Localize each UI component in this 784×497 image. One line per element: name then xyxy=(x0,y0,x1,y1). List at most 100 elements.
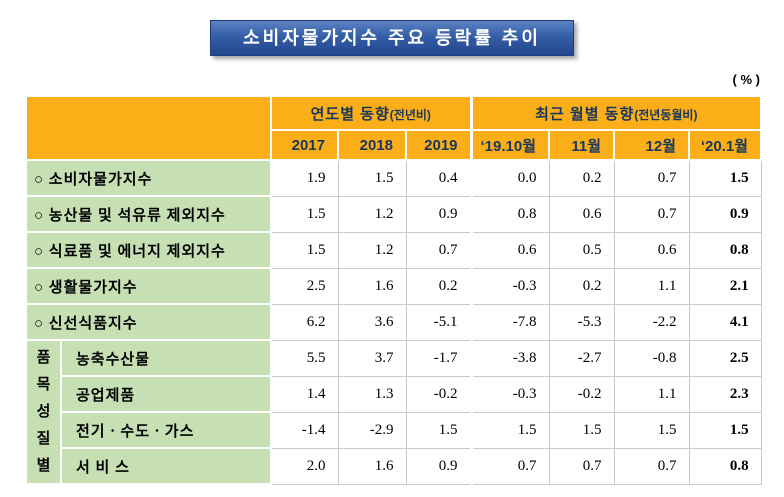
cell-value: 1.5 xyxy=(688,411,762,449)
col-header-12: 12월 xyxy=(613,129,691,161)
row-label: 공업제품 xyxy=(60,375,272,413)
col-header-2018: 2018 xyxy=(337,129,407,161)
col-header-19-10: ‘19.10월 xyxy=(469,129,551,161)
cell-value: 0.0 xyxy=(469,159,550,197)
cell-value: 0.2 xyxy=(548,159,615,197)
cell-value: -2.7 xyxy=(548,339,615,377)
table-row: ○ 식료품 및 에너지 제외지수 1.5 1.2 0.7 0.6 0.5 0.6… xyxy=(25,231,762,269)
cell-value: 1.5 xyxy=(270,231,339,269)
group-label-vertical: 품 목 성 질 별 xyxy=(25,339,62,485)
col-group-yearly-sub: (전년비) xyxy=(389,107,431,122)
col-header-2017: 2017 xyxy=(270,129,339,161)
cell-value: 2.5 xyxy=(688,339,762,377)
cell-value: -1.7 xyxy=(405,339,472,377)
cell-value: 3.6 xyxy=(337,303,407,341)
cell-value: 1.5 xyxy=(270,195,339,233)
cell-value: 1.4 xyxy=(270,375,339,413)
table-row: ○ 농산물 및 석유류 제외지수 1.5 1.2 0.9 0.8 0.6 0.7… xyxy=(25,195,762,233)
cell-value: 0.8 xyxy=(469,195,550,233)
cell-value: 0.9 xyxy=(405,447,472,485)
cell-value: -2.9 xyxy=(337,411,407,449)
col-group-monthly-label: 최근 월별 동향 xyxy=(535,105,635,123)
header-group-row: 연도별 동향(전년비) 최근 월별 동향(전년동월비) xyxy=(25,95,763,161)
cell-value: 1.5 xyxy=(469,411,550,449)
col-group-yearly: 연도별 동향(전년비) xyxy=(269,95,473,131)
cell-value: 1.2 xyxy=(337,195,407,233)
row-label: ○ 신선식품지수 xyxy=(25,303,272,341)
col-header-11: 11월 xyxy=(548,129,616,161)
cell-value: -0.2 xyxy=(548,375,615,413)
cell-value: 0.6 xyxy=(548,195,615,233)
cell-value: 1.6 xyxy=(337,267,407,305)
cell-value: 0.2 xyxy=(405,267,472,305)
cell-value: 1.3 xyxy=(337,375,407,413)
cell-value: -2.2 xyxy=(613,303,690,341)
row-label: ○ 소비자물가지수 xyxy=(25,159,272,197)
row-label: 서 비 스 xyxy=(60,447,272,485)
row-label: 농축수산물 xyxy=(60,339,272,377)
cell-value: 0.8 xyxy=(688,447,762,485)
cell-value: 1.5 xyxy=(405,411,472,449)
cell-value: 1.2 xyxy=(337,231,407,269)
cell-value: 0.7 xyxy=(548,447,615,485)
cpi-table: 연도별 동향(전년비) 최근 월별 동향(전년동월비) 2017 2018 20… xyxy=(25,95,763,485)
cell-value: 0.5 xyxy=(548,231,615,269)
cell-value: 1.5 xyxy=(688,159,762,197)
cell-value: 1.9 xyxy=(270,159,339,197)
cell-value: 5.5 xyxy=(270,339,339,377)
cell-value: 0.7 xyxy=(405,231,472,269)
cell-value: 1.5 xyxy=(613,411,690,449)
row-label: ○ 식료품 및 에너지 제외지수 xyxy=(25,231,272,269)
table-row: 전기ㆍ수도ㆍ가스 -1.4 -2.9 1.5 1.5 1.5 1.5 1.5 xyxy=(26,411,762,449)
cell-value: 2.0 xyxy=(270,447,339,485)
cell-value: 4.1 xyxy=(688,303,762,341)
cell-value: 0.8 xyxy=(688,231,762,269)
title-banner: 소비자물가지수 주요 등락률 추이 xyxy=(0,0,784,56)
cell-value: 2.5 xyxy=(270,267,339,305)
cell-value: 1.5 xyxy=(337,159,407,197)
cell-value: 0.4 xyxy=(405,159,472,197)
cell-value: 2.3 xyxy=(688,375,762,413)
cell-value: 0.7 xyxy=(613,195,690,233)
cell-value: 0.9 xyxy=(405,195,472,233)
cell-value: 0.7 xyxy=(469,447,550,485)
cell-value: -0.2 xyxy=(405,375,472,413)
cell-value: 1.5 xyxy=(548,411,615,449)
cell-value: -5.3 xyxy=(548,303,615,341)
table-row: 서 비 스 2.0 1.6 0.9 0.7 0.7 0.7 0.8 xyxy=(26,447,762,485)
cell-value: 1.6 xyxy=(337,447,407,485)
cell-value: 0.2 xyxy=(548,267,615,305)
cell-value: 6.2 xyxy=(270,303,339,341)
cell-value: 0.9 xyxy=(688,195,762,233)
unit-label: ( % ) xyxy=(732,72,760,87)
page-title: 소비자물가지수 주요 등락률 추이 xyxy=(210,20,574,56)
corner-cell xyxy=(25,95,272,161)
cell-value: -0.8 xyxy=(613,339,690,377)
group-label-text: 품 목 성 질 별 xyxy=(36,349,51,474)
cell-value: 0.6 xyxy=(469,231,550,269)
cell-value: -1.4 xyxy=(270,411,339,449)
col-group-monthly: 최근 월별 동향(전년동월비) xyxy=(469,95,763,131)
cell-value: -3.8 xyxy=(469,339,550,377)
cell-value: 2.1 xyxy=(688,267,762,305)
cell-value: 0.7 xyxy=(613,159,690,197)
col-header-2019: 2019 xyxy=(404,129,473,161)
table-row: ○ 소비자물가지수 1.9 1.5 0.4 0.0 0.2 0.7 1.5 xyxy=(25,159,762,197)
cell-value: 0.6 xyxy=(613,231,690,269)
table-row: ○ 생활물가지수 2.5 1.6 0.2 -0.3 0.2 1.1 2.1 xyxy=(25,267,762,305)
cell-value: -0.3 xyxy=(469,375,550,413)
cell-value: -7.8 xyxy=(469,303,550,341)
table-row: ○ 신선식품지수 6.2 3.6 -5.1 -7.8 -5.3 -2.2 4.1 xyxy=(25,303,762,341)
cell-value: 1.1 xyxy=(613,267,690,305)
header-year-row: 2017 2018 2019 ‘19.10월 11월 12월 ‘20.1월 xyxy=(26,129,763,161)
cell-value: 3.7 xyxy=(337,339,407,377)
table-row: 공업제품 1.4 1.3 -0.2 -0.3 -0.2 1.1 2.3 xyxy=(26,375,762,413)
col-header-20-1: ‘20.1월 xyxy=(688,129,763,161)
cell-value: 0.7 xyxy=(613,447,690,485)
col-group-monthly-sub: (전년동월비) xyxy=(634,107,698,122)
row-label: ○ 생활물가지수 xyxy=(25,267,272,305)
cell-value: 1.1 xyxy=(613,375,690,413)
cell-value: -0.3 xyxy=(469,267,550,305)
cell-value: -5.1 xyxy=(405,303,472,341)
col-group-yearly-label: 연도별 동향 xyxy=(310,105,390,123)
